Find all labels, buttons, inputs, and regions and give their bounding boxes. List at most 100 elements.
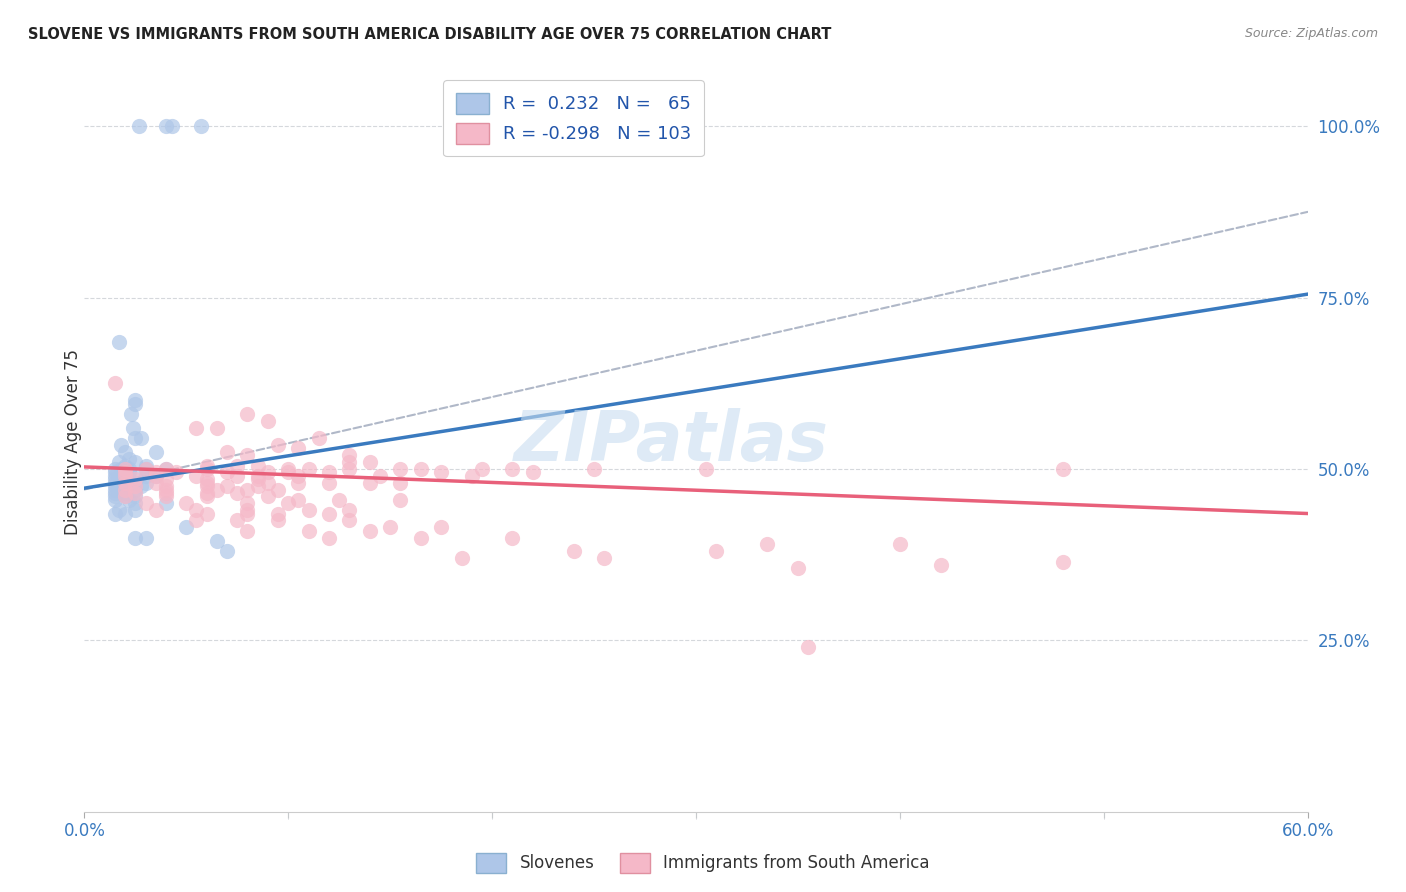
Point (339, 462, 360, 476)
Point (155, 483, 177, 497)
Point (110, 472, 132, 486)
Point (120, 407, 142, 421)
Point (205, 483, 228, 497)
Point (118, 472, 141, 486)
Point (359, 524, 381, 538)
Point (104, 479, 127, 493)
Point (359, 475, 381, 490)
Point (267, 483, 290, 497)
Point (756, 537, 779, 551)
Point (267, 438, 290, 452)
Point (124, 397, 146, 411)
Point (104, 462, 127, 476)
Point (104, 376, 127, 391)
Point (277, 462, 299, 476)
Point (787, 561, 810, 575)
Point (298, 462, 321, 476)
Point (155, 119, 177, 133)
Point (124, 496, 146, 510)
Point (135, 462, 157, 476)
Point (128, 119, 150, 133)
Point (246, 468, 269, 483)
Point (110, 462, 132, 476)
Point (135, 496, 157, 510)
Point (1052, 554, 1074, 568)
Point (124, 489, 146, 503)
Point (277, 496, 299, 510)
Point (205, 533, 228, 548)
Point (889, 537, 911, 551)
Point (186, 503, 208, 517)
Point (226, 468, 249, 483)
Point (114, 458, 136, 473)
Point (155, 462, 177, 476)
Point (186, 513, 208, 527)
Point (380, 520, 402, 534)
Legend: Slovenes, Immigrants from South America: Slovenes, Immigrants from South America (470, 847, 936, 880)
Point (257, 475, 280, 490)
Point (389, 475, 412, 490)
Point (104, 483, 127, 497)
Point (104, 486, 127, 500)
Point (114, 486, 136, 500)
Point (298, 524, 321, 538)
Point (114, 483, 136, 497)
Y-axis label: Disability Age Over 75: Disability Age Over 75 (65, 349, 82, 534)
Point (131, 431, 153, 445)
Point (114, 468, 136, 483)
Point (195, 507, 218, 521)
Point (217, 445, 239, 459)
Point (104, 507, 127, 521)
Point (104, 468, 127, 483)
Point (409, 531, 432, 545)
Point (155, 462, 177, 476)
Point (114, 475, 136, 490)
Point (318, 466, 340, 480)
Point (318, 507, 340, 521)
Point (195, 458, 218, 473)
Point (124, 503, 146, 517)
Point (190, 119, 212, 133)
Point (226, 458, 249, 473)
Point (501, 531, 523, 545)
Point (145, 466, 167, 480)
Point (186, 468, 208, 483)
Point (593, 551, 616, 566)
Point (174, 520, 197, 534)
Point (124, 486, 146, 500)
Legend: R =  0.232   N =   65, R = -0.298   N = 103: R = 0.232 N = 65, R = -0.298 N = 103 (443, 80, 704, 156)
Point (339, 513, 360, 527)
Point (929, 558, 952, 572)
Point (471, 462, 494, 476)
Point (287, 468, 309, 483)
Point (430, 520, 453, 534)
Point (226, 513, 249, 527)
Point (155, 496, 177, 510)
Point (118, 466, 141, 480)
Text: SLOVENE VS IMMIGRANTS FROM SOUTH AMERICA DISABILITY AGE OVER 75 CORRELATION CHAR: SLOVENE VS IMMIGRANTS FROM SOUTH AMERICA… (28, 27, 831, 42)
Point (135, 468, 157, 483)
Point (195, 472, 218, 486)
Point (118, 451, 141, 466)
Point (124, 431, 146, 445)
Point (339, 448, 360, 462)
Point (359, 455, 381, 469)
Point (389, 492, 412, 507)
Point (124, 393, 146, 408)
Point (226, 486, 249, 500)
Point (797, 640, 820, 655)
Point (246, 472, 269, 486)
Point (114, 483, 136, 497)
Point (318, 531, 340, 545)
Point (695, 462, 717, 476)
Point (257, 414, 280, 428)
Point (562, 544, 585, 558)
Point (104, 466, 127, 480)
Point (236, 407, 259, 421)
Point (287, 492, 309, 507)
Point (205, 421, 228, 435)
Point (110, 438, 132, 452)
Point (145, 503, 167, 517)
Point (287, 442, 309, 456)
Point (298, 503, 321, 517)
